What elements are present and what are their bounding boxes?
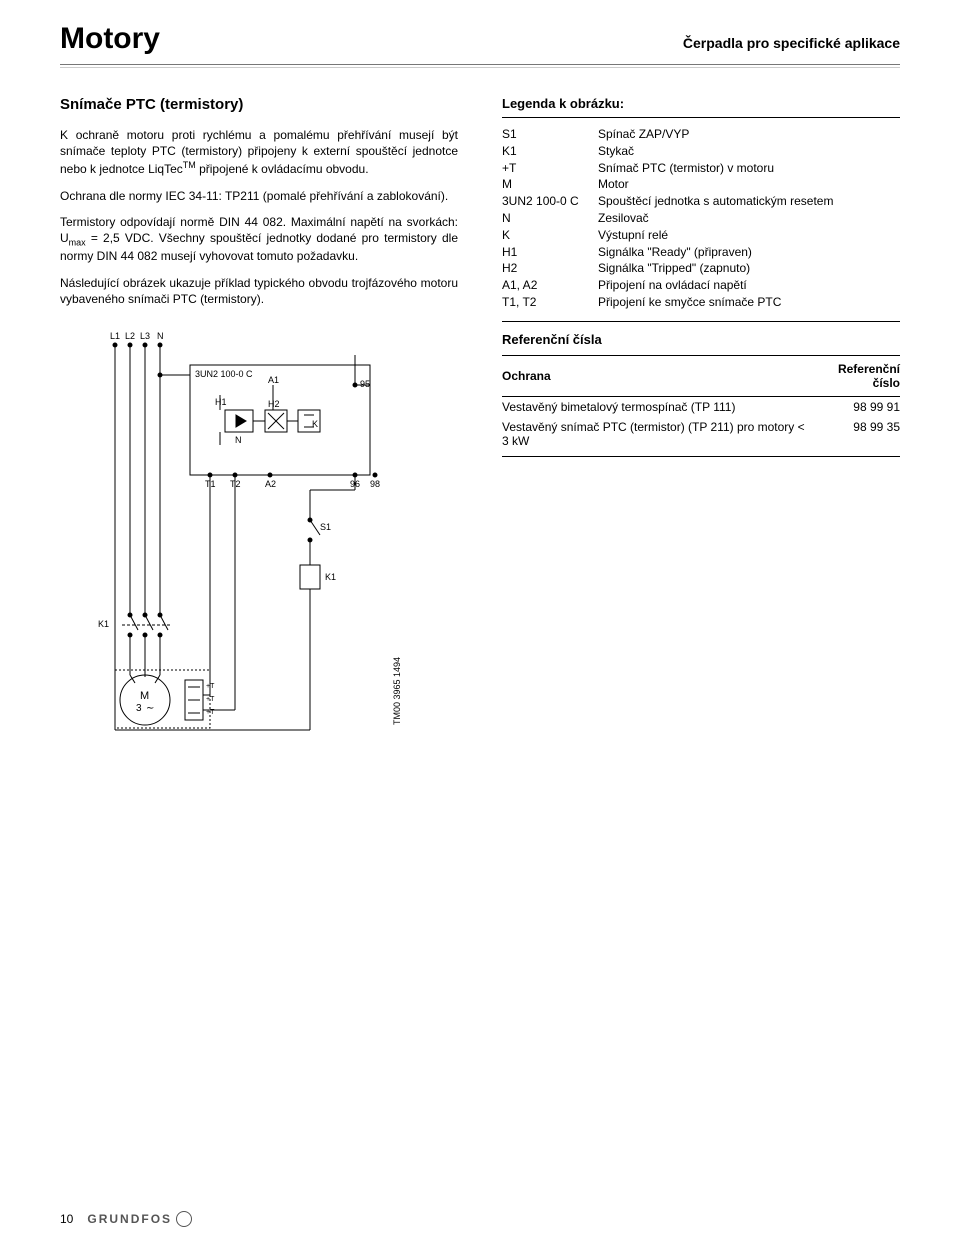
brand-logo: GRUNDFOS <box>87 1211 192 1227</box>
diag-t2: T2 <box>230 479 241 489</box>
diag-s1: S1 <box>320 522 331 532</box>
diag-k1b: K1 <box>98 619 109 629</box>
legend-val: Připojení ke smyčce snímače PTC <box>598 294 900 311</box>
page-title: Motory <box>60 22 160 56</box>
ref-num: 98 99 35 <box>810 417 900 457</box>
legend-key: 3UN2 100-0 C <box>502 193 598 210</box>
legend-row: T1, T2Připojení ke smyčce snímače PTC <box>502 294 900 311</box>
paragraph-4: Následující obrázek ukazuje příklad typi… <box>60 275 458 307</box>
page-number: 10 <box>60 1212 73 1226</box>
diag-tilde: ∼ <box>146 703 154 714</box>
paragraph-2: Ochrana dle normy IEC 34-11: TP211 (poma… <box>60 188 458 204</box>
diag-98: 98 <box>370 479 380 489</box>
brand-text: GRUNDFOS <box>87 1212 172 1226</box>
page-subtitle: Čerpadla pro specifické aplikace <box>683 35 900 51</box>
legend-key: H1 <box>502 244 598 261</box>
p3-text-b: = 2,5 VDC. Všechny spouštěcí jednotky do… <box>60 231 458 264</box>
legend-key: S1 <box>502 126 598 143</box>
legend-val: Signálka "Tripped" (zapnuto) <box>598 260 900 277</box>
legend-key: H2 <box>502 260 598 277</box>
legend-val: Připojení na ovládací napětí <box>598 277 900 294</box>
section-title: Snímače PTC (termistory) <box>60 96 458 113</box>
legend-row: +TSnímač PTC (termistor) v motoru <box>502 160 900 177</box>
p1-tm: TM <box>183 160 196 170</box>
header-rule <box>60 67 900 68</box>
diag-pt1: +T <box>206 683 215 690</box>
diag-t1: T1 <box>205 479 216 489</box>
legend-row: H2Signálka "Tripped" (zapnuto) <box>502 260 900 277</box>
legend-row: KVýstupní relé <box>502 227 900 244</box>
ref-table: Ochrana Referenční číslo Vestavěný bimet… <box>502 355 900 457</box>
right-column: Legenda k obrázku: S1Spínač ZAP/VYP K1St… <box>502 96 900 750</box>
diag-k: K <box>312 419 318 429</box>
diag-l1: L1 <box>110 331 120 341</box>
legend-key: M <box>502 176 598 193</box>
brand-mark-icon <box>176 1211 192 1227</box>
diag-95: 95 <box>360 379 370 389</box>
diag-m3: 3 <box>136 703 142 714</box>
p3-sub: max <box>69 237 86 247</box>
diag-pt3: +T <box>206 709 215 716</box>
diag-96: 96 <box>350 479 360 489</box>
legend-val: Signálka "Ready" (připraven) <box>598 244 900 261</box>
diag-h2: H2 <box>268 399 280 409</box>
content-columns: Snímače PTC (termistory) K ochraně motor… <box>60 96 900 750</box>
diag-m: M <box>140 690 149 702</box>
diag-a2: A2 <box>265 479 276 489</box>
ref-name: Vestavěný bimetalový termospínač (TP 111… <box>502 396 810 417</box>
legend-val: Snímač PTC (termistor) v motoru <box>598 160 900 177</box>
legend-row: A1, A2Připojení na ovládací napětí <box>502 277 900 294</box>
legend-key: K1 <box>502 143 598 160</box>
legend-key: N <box>502 210 598 227</box>
paragraph-3: Termistory odpovídají normě DIN 44 082. … <box>60 214 458 265</box>
legend-val: Motor <box>598 176 900 193</box>
legend-title: Legenda k obrázku: <box>502 96 900 118</box>
ref-title: Referenční čísla <box>502 332 900 347</box>
legend-val: Stykač <box>598 143 900 160</box>
diag-a1: A1 <box>268 375 279 385</box>
legend-key: T1, T2 <box>502 294 598 311</box>
diag-l2: L2 <box>125 331 135 341</box>
paragraph-1: K ochraně motoru proti rychlému a pomalé… <box>60 127 458 178</box>
legend-row: MMotor <box>502 176 900 193</box>
p1-text-b: připojené k ovládacímu obvodu. <box>196 162 369 176</box>
left-column: Snímače PTC (termistory) K ochraně motor… <box>60 96 458 750</box>
legend-row: S1Spínač ZAP/VYP <box>502 126 900 143</box>
ref-num: 98 99 91 <box>810 396 900 417</box>
legend-key: K <box>502 227 598 244</box>
legend-table: S1Spínač ZAP/VYP K1Stykač +TSnímač PTC (… <box>502 126 900 322</box>
diag-l3: L3 <box>140 331 150 341</box>
legend-val: Spínač ZAP/VYP <box>598 126 900 143</box>
legend-val: Zesilovač <box>598 210 900 227</box>
circuit-svg: L1 L2 L3 N 3UN2 100-0 C A1 H1 H2 N K T1 … <box>60 325 440 745</box>
diag-n: N <box>157 331 164 341</box>
diag-pt2: +T <box>206 696 215 703</box>
diag-nn: N <box>235 435 242 445</box>
table-row: Vestavěný bimetalový termospínač (TP 111… <box>502 396 900 417</box>
legend-row: H1Signálka "Ready" (připraven) <box>502 244 900 261</box>
diag-unit: 3UN2 100-0 C <box>195 369 253 379</box>
legend-key: A1, A2 <box>502 277 598 294</box>
diag-k1: K1 <box>325 572 336 582</box>
ref-name: Vestavěný snímač PTC (termistor) (TP 211… <box>502 417 810 457</box>
legend-row: NZesilovač <box>502 210 900 227</box>
diag-ref: TM00 3965 1494 <box>392 657 402 725</box>
circuit-diagram: L1 L2 L3 N 3UN2 100-0 C A1 H1 H2 N K T1 … <box>60 325 458 750</box>
diag-h1: H1 <box>215 397 227 407</box>
legend-val: Spouštěcí jednotka s automatickým resete… <box>598 193 900 210</box>
table-row: Vestavěný snímač PTC (termistor) (TP 211… <box>502 417 900 457</box>
legend-row: 3UN2 100-0 CSpouštěcí jednotka s automat… <box>502 193 900 210</box>
ref-col1: Ochrana <box>502 355 810 396</box>
legend-row: K1Stykač <box>502 143 900 160</box>
legend-val: Výstupní relé <box>598 227 900 244</box>
page-footer: 10 GRUNDFOS <box>60 1211 900 1227</box>
legend-key: +T <box>502 160 598 177</box>
page-header: Motory Čerpadla pro specifické aplikace <box>60 0 900 65</box>
ref-col2: Referenční číslo <box>810 355 900 396</box>
